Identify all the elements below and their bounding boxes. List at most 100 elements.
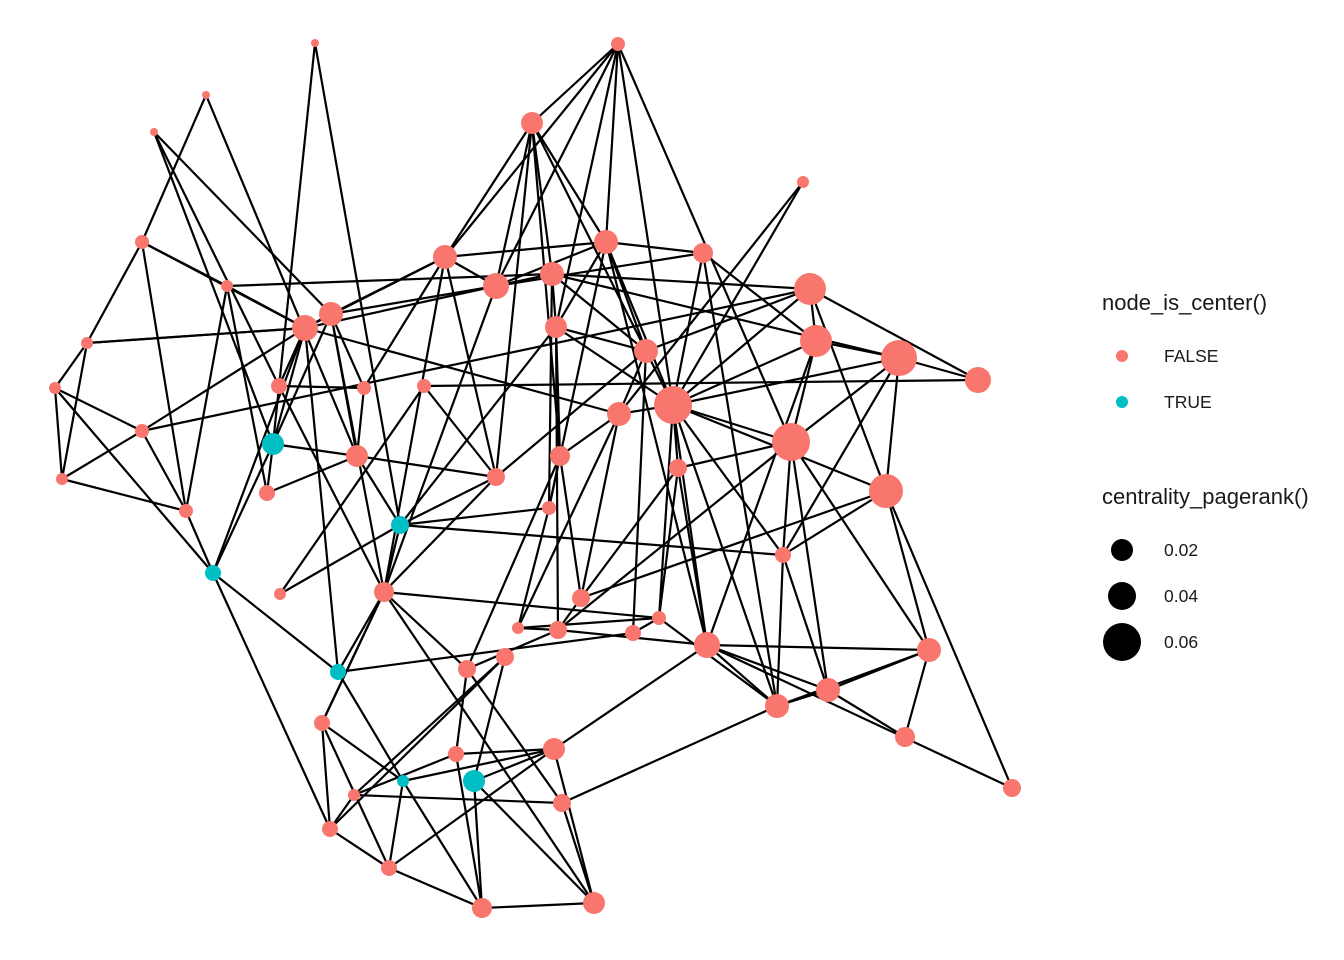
legend-dot-size-3 <box>1103 623 1141 661</box>
graph-edge <box>444 240 607 259</box>
graph-edge <box>560 802 596 904</box>
graph-edge <box>153 131 280 387</box>
legend-dot-true <box>1116 396 1128 408</box>
graph-edge <box>481 901 595 910</box>
graph-edge <box>279 524 401 595</box>
graph-edge <box>140 241 188 512</box>
graph-node <box>179 504 193 518</box>
graph-edge <box>152 131 275 445</box>
graph-edge <box>444 43 619 258</box>
graph-edge <box>580 489 887 600</box>
graph-edge <box>790 441 930 651</box>
graph-edge <box>884 490 931 651</box>
graph-edge <box>790 357 900 443</box>
graph-edge <box>266 454 358 495</box>
graph-edge <box>313 42 402 526</box>
graph-edge <box>782 490 887 556</box>
graph-edge <box>555 241 607 328</box>
graph-edge <box>706 643 829 692</box>
graph-edge <box>494 122 534 478</box>
graph-edge <box>706 644 778 707</box>
legend-key-false <box>1102 336 1142 376</box>
graph-node <box>135 235 149 249</box>
graph-node <box>549 621 567 639</box>
legend-item-size-3: 0.06 <box>1102 622 1342 662</box>
graph-node-center <box>463 770 485 792</box>
graph-node <box>869 474 903 508</box>
legend-size-block: centrality_pagerank() 0.02 0.04 0.06 <box>1102 484 1342 661</box>
graph-edge <box>61 430 143 480</box>
graph-edge <box>383 591 595 904</box>
legend-label-false: FALSE <box>1164 346 1219 366</box>
legend-key-size-3 <box>1102 622 1142 662</box>
graph-edge <box>676 467 709 646</box>
graph-edge <box>473 747 555 783</box>
graph-edge <box>616 43 793 443</box>
graph-node <box>314 715 330 731</box>
graph-edge <box>604 241 648 352</box>
graph-node <box>357 381 371 395</box>
graph-edge <box>579 413 621 599</box>
graph-edge <box>495 251 704 288</box>
legend-label-size-1: 0.02 <box>1164 540 1199 560</box>
legend-label-true: TRUE <box>1164 392 1212 412</box>
graph-edge <box>657 404 675 619</box>
graph-edge <box>551 272 900 360</box>
graph-node <box>346 445 368 467</box>
graph-edge <box>444 122 533 258</box>
graph-edge <box>399 506 550 527</box>
graph-edge <box>631 350 648 634</box>
graph-node <box>322 821 338 837</box>
graph-node <box>545 316 567 338</box>
graph-edge <box>466 668 563 804</box>
graph-edge <box>702 252 817 342</box>
graph-node <box>654 386 692 424</box>
graph-edge <box>455 747 555 756</box>
graph-edge <box>141 430 187 512</box>
graph-node <box>496 648 514 666</box>
legend-key-size-1 <box>1102 530 1142 570</box>
graph-edge <box>399 523 784 557</box>
graph-edge <box>530 122 562 457</box>
graph-node-center <box>330 664 346 680</box>
graph-edge <box>355 387 366 457</box>
graph-edge <box>337 671 404 782</box>
legend-size-title: centrality_pagerank() <box>1102 484 1309 509</box>
legend-item-size-2: 0.04 <box>1102 576 1342 616</box>
graph-edge <box>184 510 215 574</box>
graph-edge <box>353 793 563 805</box>
graph-edge <box>580 467 679 599</box>
graph-edge <box>211 572 332 830</box>
legend-item-false: FALSE <box>1102 336 1342 376</box>
graph-edge <box>153 131 332 315</box>
graph-node <box>221 280 233 292</box>
graph-edge <box>555 326 674 406</box>
graph-edge <box>554 326 560 631</box>
graph-edge <box>465 455 562 670</box>
graph-edge <box>337 631 634 674</box>
graph-edge <box>672 339 817 407</box>
graph-node <box>917 638 941 662</box>
graph-node <box>611 37 625 51</box>
graph-node <box>448 746 464 762</box>
graph-edge <box>330 284 497 316</box>
graph-node <box>553 794 571 812</box>
graph-node <box>572 589 590 607</box>
graph-edge <box>775 554 785 707</box>
graph-edge <box>141 287 811 433</box>
legend-label-size-3: 0.06 <box>1164 632 1199 652</box>
graph-node-center <box>397 775 409 787</box>
graph-node <box>594 230 618 254</box>
graph-node <box>292 315 318 341</box>
graph-node <box>797 176 809 188</box>
legend-label-size-2: 0.04 <box>1164 586 1199 606</box>
graph-edge <box>278 385 385 593</box>
graph-edge <box>561 704 778 805</box>
graph-edge <box>781 554 830 691</box>
graph-edge <box>399 476 497 526</box>
graph-node <box>433 245 457 269</box>
graph-node <box>669 459 687 477</box>
graph-edge <box>54 387 214 574</box>
graph-node <box>319 302 343 326</box>
graph-edge <box>531 43 619 124</box>
